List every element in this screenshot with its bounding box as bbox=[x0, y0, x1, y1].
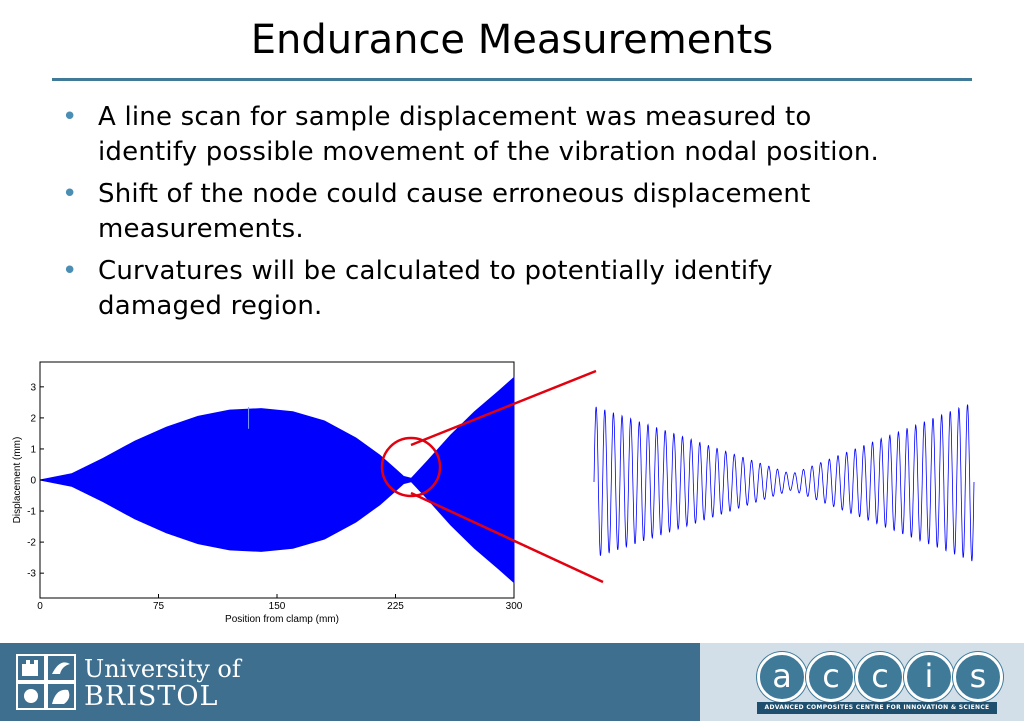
bullet-dot-icon: • bbox=[62, 179, 78, 209]
y-tick-label: 2 bbox=[30, 413, 36, 424]
accis-tagline: ADVANCED COMPOSITES CENTRE FOR INNOVATIO… bbox=[757, 702, 997, 714]
y-axis-ticks: 3 2 1 0 -1 -2 -3 bbox=[27, 382, 44, 580]
x-axis-ticks: 0 75 150 225 300 bbox=[37, 594, 523, 612]
displacement-envelope bbox=[39, 376, 515, 584]
bullet-item: • Shift of the node could cause erroneou… bbox=[62, 177, 962, 247]
y-tick-label: 3 bbox=[30, 382, 36, 393]
bullet-text-line: identify possible movement of the vibrat… bbox=[98, 137, 879, 167]
y-tick-label: -2 bbox=[27, 538, 36, 549]
y-tick-label: 0 bbox=[30, 476, 36, 487]
bullet-list: • A line scan for sample displacement wa… bbox=[62, 100, 962, 331]
bullet-text-line: damaged region. bbox=[98, 291, 323, 321]
y-axis-label: Displacement (mm) bbox=[12, 437, 23, 524]
accis-logo-letter: a bbox=[757, 652, 807, 702]
x-tick-label: 0 bbox=[37, 601, 43, 612]
university-name-line2: BRISTOL bbox=[84, 681, 219, 712]
bullet-item: • Curvatures will be calculated to poten… bbox=[62, 254, 962, 324]
accis-logo-letter: c bbox=[806, 652, 856, 702]
bullet-text-line: Shift of the node could cause erroneous … bbox=[98, 179, 811, 209]
university-name-line1: University of bbox=[84, 655, 241, 683]
bullet-item: • A line scan for sample displacement wa… bbox=[62, 100, 962, 170]
x-tick-label: 150 bbox=[269, 601, 286, 612]
callout-line-bottom bbox=[410, 491, 604, 584]
bullet-text-line: Curvatures will be calculated to potenti… bbox=[98, 256, 773, 286]
node-highlight-circle bbox=[380, 436, 442, 498]
x-axis-label: Position from clamp (mm) bbox=[225, 614, 339, 625]
x-tick-label: 225 bbox=[387, 601, 404, 612]
bullet-text-line: measurements. bbox=[98, 214, 304, 244]
university-crest-icon bbox=[16, 654, 76, 710]
x-tick-label: 75 bbox=[153, 601, 165, 612]
bullet-dot-icon: • bbox=[62, 256, 78, 286]
bullet-text-line: A line scan for sample displacement was … bbox=[98, 102, 812, 132]
accis-logo-letter: c bbox=[855, 652, 905, 702]
x-tick-label: 300 bbox=[506, 601, 523, 612]
slide-title: Endurance Measurements bbox=[250, 17, 774, 63]
zoom-oscillation-trace bbox=[593, 404, 975, 562]
accis-logo-letter: s bbox=[953, 652, 1003, 702]
y-tick-label: 1 bbox=[30, 444, 36, 455]
callout-line-top bbox=[410, 369, 597, 447]
zoomed-oscillation-plot bbox=[593, 404, 975, 562]
y-tick-label: -1 bbox=[27, 507, 36, 518]
y-tick-label: -3 bbox=[27, 569, 36, 580]
chart-area: 0 75 150 225 300 3 2 1 0 -1 -2 -3 Position from cl… bbox=[12, 361, 975, 625]
accis-logo-letter: i bbox=[904, 652, 954, 702]
bullet-dot-icon: • bbox=[62, 102, 78, 132]
title-divider bbox=[52, 78, 972, 81]
displacement-plot bbox=[39, 376, 515, 584]
